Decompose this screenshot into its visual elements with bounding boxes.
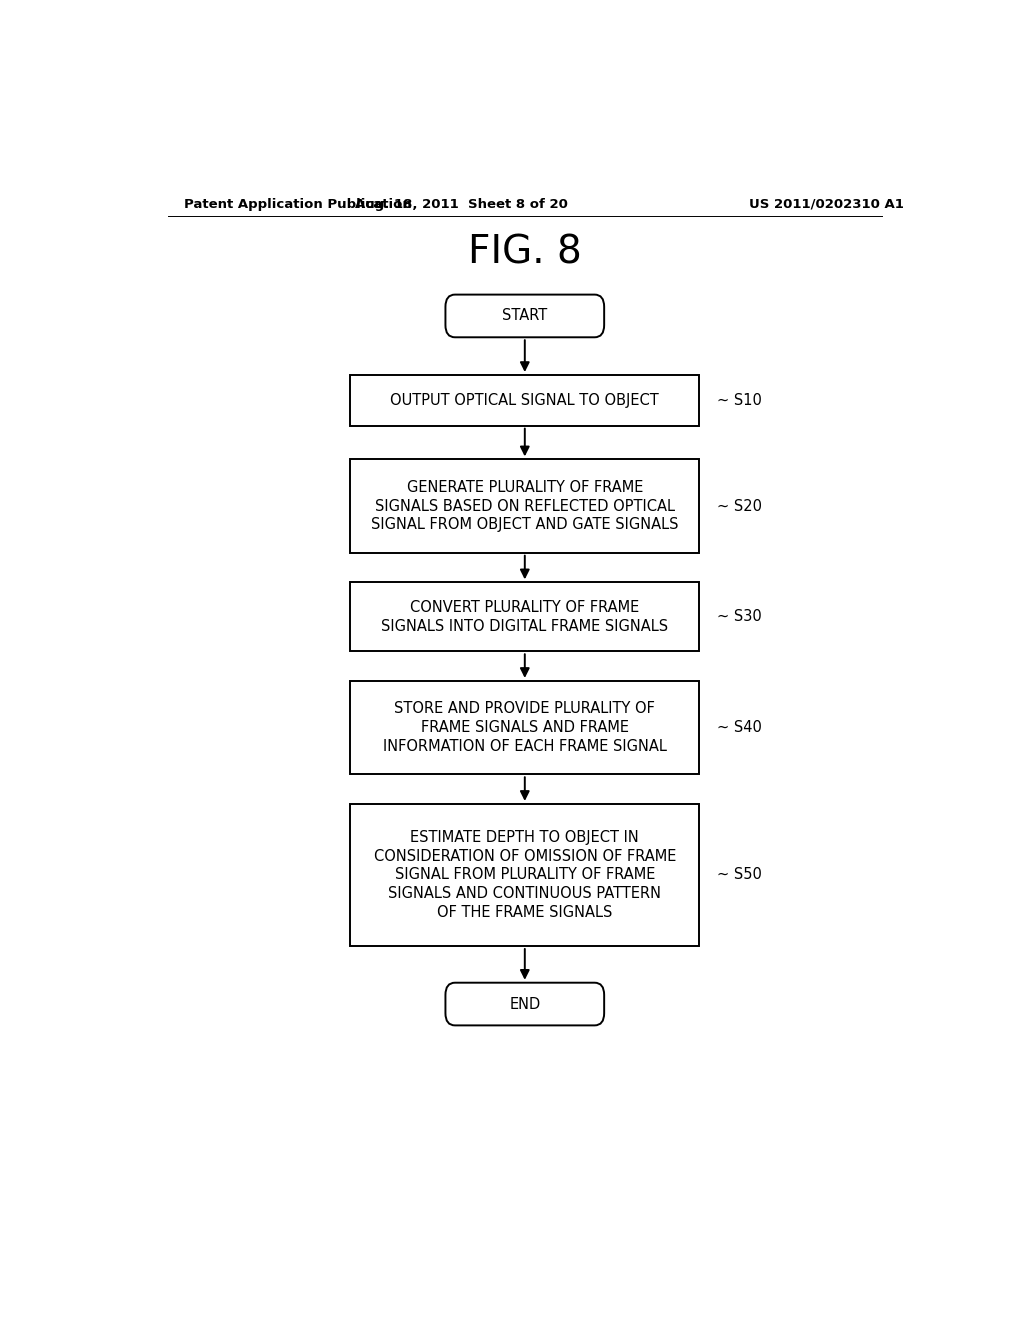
Text: ~ S50: ~ S50 [717,867,762,883]
Bar [350,681,699,775]
Text: ~ S20: ~ S20 [717,499,762,513]
Bar [350,459,699,553]
Text: ~ S40: ~ S40 [717,721,762,735]
Text: FIG. 8: FIG. 8 [468,234,582,272]
FancyBboxPatch shape [445,982,604,1026]
Text: STORE AND PROVIDE PLURALITY OF
FRAME SIGNALS AND FRAME
INFORMATION OF EACH FRAME: STORE AND PROVIDE PLURALITY OF FRAME SIG… [383,701,667,754]
Bar [350,804,699,946]
Text: GENERATE PLURALITY OF FRAME
SIGNALS BASED ON REFLECTED OPTICAL
SIGNAL FROM OBJEC: GENERATE PLURALITY OF FRAME SIGNALS BASE… [371,480,679,532]
Text: START: START [502,309,548,323]
Text: END: END [509,997,541,1011]
Bar [350,582,699,651]
Text: ESTIMATE DEPTH TO OBJECT IN
CONSIDERATION OF OMISSION OF FRAME
SIGNAL FROM PLURA: ESTIMATE DEPTH TO OBJECT IN CONSIDERATIO… [374,830,676,920]
Text: CONVERT PLURALITY OF FRAME
SIGNALS INTO DIGITAL FRAME SIGNALS: CONVERT PLURALITY OF FRAME SIGNALS INTO … [381,601,669,634]
FancyBboxPatch shape [445,294,604,338]
Text: Aug. 18, 2011  Sheet 8 of 20: Aug. 18, 2011 Sheet 8 of 20 [355,198,567,211]
Text: ~ S30: ~ S30 [717,610,762,624]
Bar [350,375,699,426]
Text: US 2011/0202310 A1: US 2011/0202310 A1 [749,198,904,211]
Text: ~ S10: ~ S10 [717,393,762,408]
Text: OUTPUT OPTICAL SIGNAL TO OBJECT: OUTPUT OPTICAL SIGNAL TO OBJECT [390,393,659,408]
Text: Patent Application Publication: Patent Application Publication [183,198,412,211]
